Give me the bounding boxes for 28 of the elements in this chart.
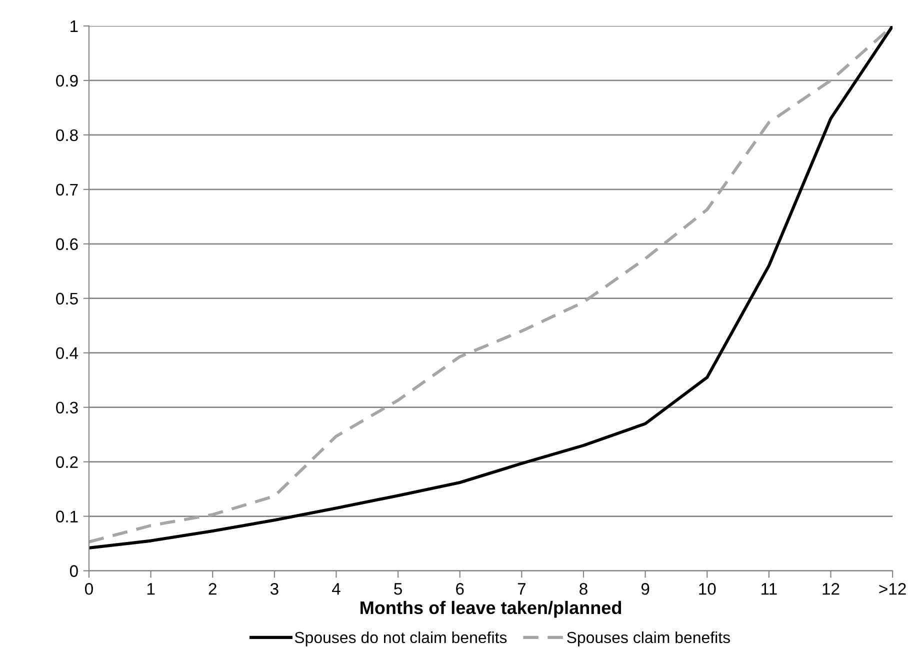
legend-label: Spouses do not claim benefits bbox=[294, 631, 507, 646]
x-tick-label: 6 bbox=[456, 583, 464, 595]
x-tick-label: 2 bbox=[208, 583, 216, 595]
x-tick-label: 7 bbox=[518, 583, 526, 595]
x-tick-label: 11 bbox=[762, 583, 777, 595]
y-tick-label: 0.5 bbox=[56, 292, 78, 305]
x-tick-label: 3 bbox=[270, 583, 278, 595]
x-tick-label: 12 bbox=[822, 583, 840, 595]
y-tick-label: 0 bbox=[70, 565, 78, 577]
legend-label: Spouses claim benefits bbox=[567, 631, 730, 646]
x-tick-label: 4 bbox=[332, 583, 340, 595]
y-tick-label: 0.4 bbox=[56, 347, 78, 360]
x-tick-label: 9 bbox=[641, 583, 650, 595]
x-tick-label: 0 bbox=[85, 583, 93, 595]
x-tick-label: >12 bbox=[879, 583, 906, 595]
x-tick-label: 8 bbox=[580, 583, 588, 595]
x-tick-label: 10 bbox=[699, 583, 716, 595]
y-tick-label: 0.7 bbox=[56, 184, 78, 196]
y-tick-label: 0.6 bbox=[56, 238, 78, 250]
y-tick-label: 1 bbox=[70, 20, 78, 32]
y-tick-label: 0.8 bbox=[56, 129, 78, 142]
x-tick-label: 1 bbox=[147, 583, 155, 595]
x-axis-title: Months of leave taken/planned bbox=[360, 600, 622, 618]
y-tick-label: 0.9 bbox=[56, 74, 78, 87]
x-tick-label: 5 bbox=[394, 583, 402, 595]
y-tick-label: 0.1 bbox=[56, 510, 78, 522]
y-tick-label: 0.3 bbox=[56, 402, 78, 414]
y-tick-label: 0.2 bbox=[56, 456, 78, 468]
